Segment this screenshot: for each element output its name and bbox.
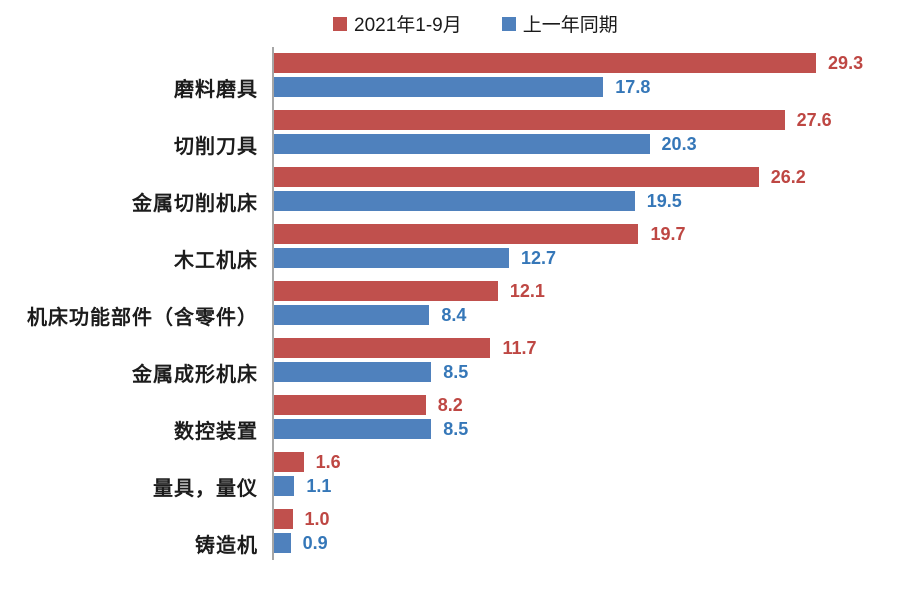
legend: 2021年1-9月 上一年同期: [333, 10, 618, 37]
bar-line-current-period: 1.0: [274, 509, 900, 529]
value-label-current-period: 27.6: [796, 109, 832, 130]
legend-label-current-period: 2021年1-9月: [354, 15, 462, 36]
bar-groups: 磨料磨具 29.3 17.8 切削刀具 27.6 20.3 金属切削机床 26.2 19.5 木工…: [0, 47, 900, 560]
bar-line-previous-period: 0.9: [274, 533, 900, 553]
value-label-previous-period: 12.7: [520, 247, 556, 268]
category-label: 量具，量仪: [153, 477, 258, 500]
bar-line-previous-period: 17.8: [274, 77, 900, 97]
bar-previous-period: [274, 362, 432, 382]
bar-line-current-period: 27.6: [274, 110, 900, 130]
value-label-current-period: 29.3: [828, 52, 864, 73]
bar-line-current-period: 19.7: [274, 224, 900, 244]
bar-line-previous-period: 8.4: [274, 305, 900, 325]
category-label: 切削刀具: [174, 135, 258, 158]
category-axis-line: [272, 47, 274, 560]
value-label-current-period: 8.2: [437, 394, 463, 415]
value-label-previous-period: 1.1: [306, 475, 332, 496]
category-label: 机床功能部件（含零件）: [27, 306, 258, 329]
bar-previous-period: [274, 419, 432, 439]
category-row: 数控装置 8.2 8.5: [0, 389, 900, 446]
bar-current-period: [274, 53, 817, 73]
category-bars: 8.2 8.5: [274, 395, 900, 439]
legend-item-current-period: 2021年1-9月: [333, 10, 462, 37]
bar-current-period: [274, 110, 785, 130]
bar-current-period: [274, 224, 639, 244]
value-label-previous-period: 8.4: [441, 304, 467, 325]
plot-area: 磨料磨具 29.3 17.8 切削刀具 27.6 20.3 金属切削机床 26.2 19.5 木工…: [0, 47, 900, 560]
bar-previous-period: [274, 533, 291, 553]
bar-current-period: [274, 395, 426, 415]
value-label-previous-period: 0.9: [302, 532, 328, 553]
bar-previous-period: [274, 191, 635, 211]
category-row: 磨料磨具 29.3 17.8: [0, 47, 900, 104]
value-label-previous-period: 8.5: [443, 361, 469, 382]
category-label: 铸造机: [195, 534, 258, 557]
bar-current-period: [274, 509, 293, 529]
value-label-previous-period: 19.5: [646, 190, 682, 211]
category-label: 金属切削机床: [132, 192, 258, 215]
category-row: 金属成形机床 11.7 8.5: [0, 332, 900, 389]
bar-line-current-period: 11.7: [274, 338, 900, 358]
legend-swatch-previous-period-icon: [501, 16, 516, 31]
value-label-current-period: 19.7: [650, 223, 686, 244]
bar-previous-period: [274, 248, 509, 268]
category-bars: 26.2 19.5: [274, 167, 900, 211]
category-bars: 1.6 1.1: [274, 452, 900, 496]
bar-line-current-period: 8.2: [274, 395, 900, 415]
category-bars: 1.0 0.9: [274, 509, 900, 553]
bar-line-current-period: 1.6: [274, 452, 900, 472]
bar-line-previous-period: 1.1: [274, 476, 900, 496]
value-label-current-period: 11.7: [502, 337, 537, 358]
category-label: 磨料磨具: [174, 78, 258, 101]
bar-line-previous-period: 8.5: [274, 362, 900, 382]
category-bars: 11.7 8.5: [274, 338, 900, 382]
category-bars: 29.3 17.8: [274, 53, 900, 97]
category-row: 机床功能部件（含零件） 12.1 8.4: [0, 275, 900, 332]
bar-line-previous-period: 20.3: [274, 134, 900, 154]
category-row: 铸造机 1.0 0.9: [0, 503, 900, 560]
bar-previous-period: [274, 305, 430, 325]
bar-line-previous-period: 12.7: [274, 248, 900, 268]
bar-current-period: [274, 338, 491, 358]
value-label-previous-period: 17.8: [615, 76, 651, 97]
bar-current-period: [274, 452, 304, 472]
bar-line-current-period: 29.3: [274, 53, 900, 73]
bar-line-previous-period: 19.5: [274, 191, 900, 211]
category-row: 木工机床 19.7 12.7: [0, 218, 900, 275]
bar-line-current-period: 26.2: [274, 167, 900, 187]
category-row: 切削刀具 27.6 20.3: [0, 104, 900, 161]
legend-swatch-current-period-icon: [333, 16, 347, 31]
bar-current-period: [274, 281, 498, 301]
legend-label-previous-period: 上一年同期: [522, 15, 618, 36]
category-row: 金属切削机床 26.2 19.5: [0, 161, 900, 218]
value-label-previous-period: 8.5: [443, 418, 469, 439]
bar-previous-period: [274, 134, 650, 154]
category-row: 量具，量仪 1.6 1.1: [0, 446, 900, 503]
category-label: 金属成形机床: [132, 363, 258, 386]
bar-line-current-period: 12.1: [274, 281, 900, 301]
value-label-current-period: 12.1: [509, 280, 545, 301]
category-label: 数控装置: [174, 420, 258, 443]
category-bars: 19.7 12.7: [274, 224, 900, 268]
value-label-current-period: 1.0: [304, 508, 330, 529]
value-label-previous-period: 20.3: [661, 133, 697, 154]
category-bars: 12.1 8.4: [274, 281, 900, 325]
legend-item-previous-period: 上一年同期: [501, 10, 618, 37]
bar-previous-period: [274, 476, 295, 496]
bar-current-period: [274, 167, 759, 187]
bar-line-previous-period: 8.5: [274, 419, 900, 439]
category-label: 木工机床: [174, 249, 258, 272]
value-label-current-period: 26.2: [770, 166, 806, 187]
value-label-current-period: 1.6: [315, 451, 341, 472]
category-bars: 27.6 20.3: [274, 110, 900, 154]
bar-previous-period: [274, 77, 604, 97]
